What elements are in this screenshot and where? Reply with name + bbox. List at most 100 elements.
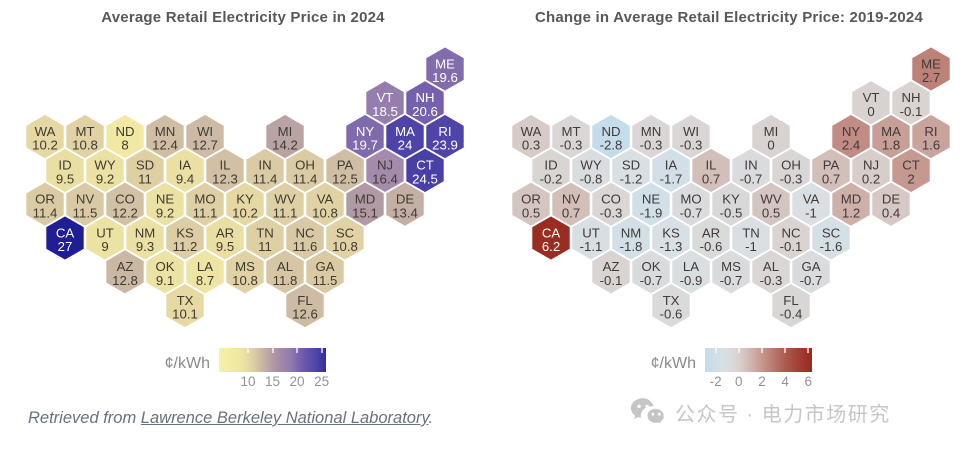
- hex-value-NE: -1.9: [640, 205, 663, 220]
- hex-value-FL: 12.6: [292, 307, 318, 322]
- hex-abbr-AZ: AZ: [117, 259, 134, 274]
- hex-abbr-NM: NM: [135, 225, 156, 240]
- colorbar-price-change: [705, 348, 812, 372]
- hex-abbr-OR: OR: [35, 192, 55, 207]
- hex-abbr-WA: WA: [521, 124, 542, 139]
- hex-AZ: [590, 248, 632, 296]
- hex-abbr-NC: NC: [781, 225, 801, 240]
- legend-unit-label: ¢/kWh: [164, 355, 210, 372]
- hex-DE: [870, 180, 912, 228]
- hex-value-NH: 20.6: [412, 104, 438, 119]
- hex-abbr-NV: NV: [562, 192, 581, 207]
- hex-abbr-OK: OK: [155, 259, 174, 274]
- hex-value-AR: 9.5: [216, 239, 234, 254]
- hex-abbr-TN: TN: [256, 225, 274, 240]
- hex-value-MI: 14.2: [272, 138, 298, 153]
- hex-abbr-MT: MT: [561, 124, 580, 139]
- hex-value-WV: 0.5: [762, 205, 780, 220]
- hex-value-RI: 1.6: [922, 138, 940, 153]
- hex-abbr-OK: OK: [641, 259, 660, 274]
- hex-value-IL: 12.3: [212, 172, 238, 187]
- hex-value-MN: 12.4: [152, 138, 178, 153]
- hex-value-KY: -0.5: [720, 205, 743, 220]
- hex-abbr-CO: CO: [115, 192, 135, 207]
- hex-abbr-UT: UT: [582, 225, 600, 240]
- hex-DE: [384, 180, 426, 228]
- hex-abbr-TN: TN: [742, 225, 760, 240]
- hex-abbr-IA: IA: [179, 158, 192, 173]
- hex-value-ME: 19.6: [432, 70, 458, 85]
- legend-tick-mark: [784, 348, 787, 353]
- hex-value-OH: 11.4: [293, 172, 318, 187]
- hex-AZ: [104, 248, 146, 296]
- hex-value-NY: 19.7: [352, 138, 378, 153]
- hex-value-IA: -1.7: [660, 172, 683, 187]
- hex-CA: [530, 214, 572, 262]
- hex-abbr-WA: WA: [35, 124, 56, 139]
- hex-abbr-LA: LA: [683, 259, 699, 274]
- hex-abbr-GA: GA: [801, 259, 820, 274]
- hex-abbr-RI: RI: [924, 124, 937, 139]
- hex-abbr-KY: KY: [722, 192, 740, 207]
- hex-abbr-MO: MO: [194, 192, 215, 207]
- hex-value-UT: 9: [101, 239, 108, 254]
- chart-title-price-change: Change in Average Retail Electricity Pri…: [534, 9, 923, 26]
- hex-abbr-VA: VA: [317, 192, 334, 207]
- hex-abbr-SC: SC: [822, 225, 841, 240]
- hex-value-MT: -0.3: [560, 138, 583, 153]
- hex-value-NM: -1.8: [620, 239, 643, 254]
- hex-abbr-WV: WV: [274, 192, 295, 207]
- hex-value-AL: 11.8: [273, 273, 298, 288]
- hex-value-SD: 11: [138, 172, 152, 187]
- legend-tick-label: 15: [264, 374, 281, 389]
- hex-value-MN: -0.3: [640, 138, 663, 153]
- hex-value-NV: 0.7: [562, 205, 580, 220]
- hex-value-NC: 11.6: [293, 239, 318, 254]
- legend-tick-label: 20: [289, 374, 305, 389]
- hex-abbr-NY: NY: [842, 124, 861, 139]
- hex-abbr-KS: KS: [176, 225, 194, 240]
- legend-tick-mark: [271, 348, 274, 353]
- hex-value-CA: 27: [58, 239, 73, 254]
- hex-value-GA: 11.5: [313, 273, 338, 288]
- hex-abbr-MS: MS: [721, 259, 741, 274]
- hex-CA: [44, 214, 86, 262]
- hex-abbr-ID: ID: [544, 158, 557, 173]
- hex-abbr-IL: IL: [706, 158, 717, 173]
- hex-abbr-UT: UT: [96, 225, 114, 240]
- hex-abbr-DE: DE: [882, 192, 901, 207]
- legend-unit-label: ¢/kWh: [650, 355, 696, 372]
- hex-value-IA: 9.4: [176, 172, 194, 187]
- hex-abbr-NH: NH: [415, 90, 434, 105]
- hex-value-RI: 23.9: [432, 138, 458, 153]
- hex-abbr-CA: CA: [542, 225, 561, 240]
- hex-abbr-SC: SC: [336, 225, 355, 240]
- hex-abbr-NM: NM: [621, 225, 642, 240]
- hex-abbr-MN: MN: [155, 124, 176, 139]
- hex-value-TX: -0.6: [660, 307, 683, 322]
- hex-abbr-MT: MT: [75, 124, 94, 139]
- hex-value-SC: -1.6: [820, 239, 843, 254]
- hex-abbr-WI: WI: [683, 124, 699, 139]
- hex-abbr-KY: KY: [236, 192, 254, 207]
- hex-value-CT: 24.5: [412, 172, 438, 187]
- legend-tick-label: 6: [804, 374, 813, 389]
- hex-abbr-AR: AR: [702, 225, 720, 240]
- hex-abbr-SD: SD: [136, 158, 154, 173]
- hex-abbr-ND: ND: [115, 124, 134, 139]
- hex-value-DE: 13.4: [392, 205, 418, 220]
- hex-value-NE: 9.2: [156, 205, 174, 220]
- hex-abbr-NE: NE: [156, 192, 175, 207]
- hex-abbr-ME: ME: [921, 56, 941, 71]
- hex-value-MT: 10.8: [72, 138, 98, 153]
- hex-abbr-CA: CA: [56, 225, 75, 240]
- hex-FL: [770, 282, 812, 329]
- hex-value-MO: -0.7: [680, 205, 703, 220]
- source-link[interactable]: Lawrence Berkeley National Laboratory: [140, 409, 429, 427]
- hex-value-IN: 11.4: [253, 172, 278, 187]
- hex-value-ID: -0.2: [540, 172, 563, 187]
- hex-value-NH: -0.1: [900, 104, 923, 119]
- hex-value-TN: -1: [745, 239, 757, 254]
- hex-TX: [650, 282, 692, 329]
- hex-abbr-SD: SD: [622, 158, 640, 173]
